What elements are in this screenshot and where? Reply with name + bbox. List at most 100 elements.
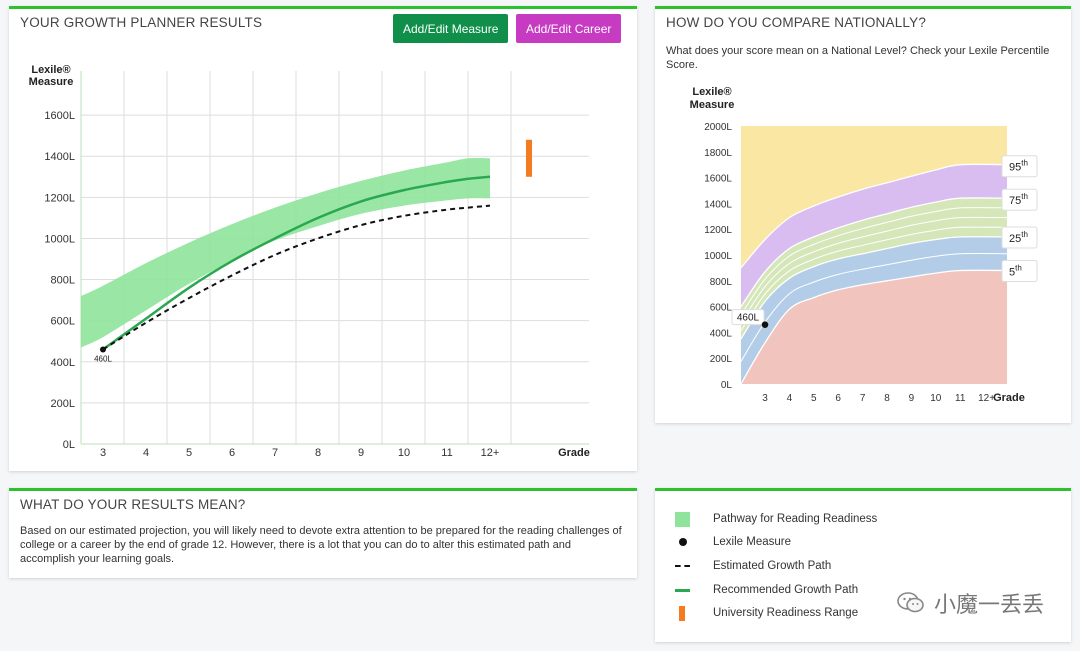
y-tick-label: 200L bbox=[710, 354, 733, 365]
y-tick-label: 600L bbox=[51, 316, 75, 328]
x-tick-label: 10 bbox=[930, 393, 942, 404]
percentile-tag-box bbox=[1001, 226, 1038, 249]
x-tick-label: 4 bbox=[143, 447, 149, 459]
legend-item-lexile-measure: Lexile Measure bbox=[675, 532, 791, 552]
legend-label: University Readiness Range bbox=[713, 607, 859, 619]
x-tick-label: 3 bbox=[100, 447, 106, 459]
legend-label: Recommended Growth Path bbox=[713, 584, 859, 596]
results-meaning-card: WHAT DO YOUR RESULTS MEAN? Based on our … bbox=[9, 488, 637, 578]
x-tick-label: 7 bbox=[860, 393, 866, 404]
y-tick-label: 1400L bbox=[44, 151, 75, 163]
add-edit-career-button[interactable]: Add/Edit Career bbox=[516, 14, 622, 43]
x-tick-label: 6 bbox=[229, 447, 235, 459]
percentile-line bbox=[740, 253, 1008, 362]
y-axis-label: Measure bbox=[29, 76, 74, 88]
y-tick-label: 1600L bbox=[704, 174, 732, 185]
legend-card: Pathway for Reading Readiness Lexile Mea… bbox=[655, 488, 1071, 642]
lexile-measure-point bbox=[100, 346, 106, 353]
university-readiness-bar bbox=[526, 139, 532, 177]
dashed-line-icon bbox=[675, 558, 703, 574]
y-tick-label: 1600L bbox=[44, 110, 75, 122]
percentile-tag-box bbox=[1001, 259, 1038, 282]
wechat-icon bbox=[897, 592, 924, 613]
point-label: 460L bbox=[94, 354, 112, 363]
x-tick-label: 9 bbox=[909, 393, 915, 404]
legend-item-estimated-path: Estimated Growth Path bbox=[675, 556, 831, 576]
percentile-boundary-line bbox=[740, 236, 1008, 340]
meaning-text: Based on our estimated projection, you w… bbox=[20, 525, 622, 565]
growth-planner-card: YOUR GROWTH PLANNER RESULTS Add/Edit Mea… bbox=[9, 6, 637, 471]
x-axis-label: Grade bbox=[993, 392, 1025, 404]
estimated-growth-line bbox=[102, 204, 491, 351]
x-tick-label: 10 bbox=[398, 447, 410, 459]
black-dot-icon bbox=[675, 534, 703, 550]
percentile-line bbox=[740, 216, 1008, 323]
x-axis-label: Grade bbox=[558, 447, 590, 459]
percentile-tag-box bbox=[1001, 188, 1038, 211]
x-tick-label: 12+ bbox=[481, 447, 500, 459]
add-edit-measure-button[interactable]: Add/Edit Measure bbox=[393, 14, 509, 43]
y-tick-label: 1400L bbox=[704, 199, 732, 210]
pathway-band bbox=[81, 157, 490, 348]
x-tick-label: 5 bbox=[811, 393, 817, 404]
lexile-measure-point bbox=[761, 321, 769, 328]
y-tick-label: 800L bbox=[51, 275, 75, 287]
national-compare-card: HOW DO YOU COMPARE NATIONALLY? What does… bbox=[655, 6, 1071, 423]
y-axis-label: Lexile® bbox=[692, 86, 731, 98]
y-tick-label: 0L bbox=[721, 380, 733, 391]
percentile-tag-5th: 5th bbox=[1001, 259, 1038, 282]
percentile-boundary-line bbox=[740, 163, 1008, 269]
percentile-tag-box bbox=[1001, 155, 1038, 178]
national-percentile-chart: 0L 200L 400L 600L 800L 1000L 1200L 1400L 1600L 18… bbox=[690, 86, 1038, 404]
x-tick-label: 11 bbox=[441, 447, 452, 459]
point-label-box bbox=[731, 309, 765, 326]
y-tick-label: 400L bbox=[710, 328, 733, 339]
percentile-boundary-line bbox=[740, 269, 1008, 385]
x-tick-label: 4 bbox=[787, 393, 793, 404]
percentile-tag-label: 5th bbox=[1009, 263, 1022, 278]
y-tick-label: 600L bbox=[710, 303, 733, 314]
planner-title: YOUR GROWTH PLANNER RESULTS bbox=[20, 15, 263, 30]
percentile-boundary-line bbox=[740, 197, 1008, 307]
x-tick-label: 7 bbox=[272, 447, 278, 459]
legend-label: Lexile Measure bbox=[713, 536, 791, 548]
percentile-tag-25th: 25th bbox=[1001, 226, 1038, 249]
percentile-tag-label: 25th bbox=[1009, 230, 1028, 245]
y-tick-label: 200L bbox=[51, 398, 75, 410]
y-tick-label: 1000L bbox=[44, 233, 75, 245]
y-tick-label: 1000L bbox=[704, 251, 732, 262]
green-line-icon bbox=[675, 582, 703, 598]
y-axis-label: Lexile® bbox=[31, 64, 70, 76]
percentile-tag-label: 75th bbox=[1009, 192, 1028, 207]
percentile-tag-label: 95th bbox=[1009, 159, 1028, 174]
recommended-growth-line bbox=[102, 175, 491, 351]
y-axis-label: Measure bbox=[690, 99, 735, 111]
legend-item-university-range: University Readiness Range bbox=[675, 603, 858, 623]
x-tick-label: 12+ bbox=[978, 393, 995, 404]
legend-item-recommended-path: Recommended Growth Path bbox=[675, 580, 858, 600]
y-tick-label: 2000L bbox=[704, 122, 732, 133]
y-tick-label: 1800L bbox=[704, 148, 732, 159]
x-tick-label: 9 bbox=[358, 447, 364, 459]
percentile-tag-75th: 75th bbox=[1001, 188, 1038, 211]
y-tick-label: 800L bbox=[710, 277, 733, 288]
y-tick-label: 400L bbox=[51, 357, 75, 369]
x-tick-label: 8 bbox=[884, 393, 890, 404]
legend-label: Pathway for Reading Readiness bbox=[713, 513, 878, 525]
point-label: 460L bbox=[737, 313, 760, 324]
orange-bar-icon bbox=[675, 605, 703, 621]
x-tick-label: 6 bbox=[835, 393, 841, 404]
percentile-tag-95th: 95th bbox=[1001, 155, 1038, 178]
x-tick-label: 11 bbox=[955, 393, 966, 404]
y-tick-label: 1200L bbox=[44, 192, 75, 204]
area-below-5 bbox=[741, 270, 1007, 384]
legend-label: Estimated Growth Path bbox=[713, 560, 832, 572]
x-tick-label: 3 bbox=[762, 393, 768, 404]
y-tick-label: 0L bbox=[63, 439, 75, 451]
national-description: What does your score mean on a National … bbox=[666, 45, 1050, 71]
x-tick-label: 5 bbox=[186, 447, 192, 459]
watermark: 小魔一丢丢 bbox=[896, 587, 1044, 619]
green-band-swatch bbox=[675, 511, 703, 527]
national-title: HOW DO YOU COMPARE NATIONALLY? bbox=[666, 15, 927, 30]
x-tick-label: 8 bbox=[315, 447, 321, 459]
